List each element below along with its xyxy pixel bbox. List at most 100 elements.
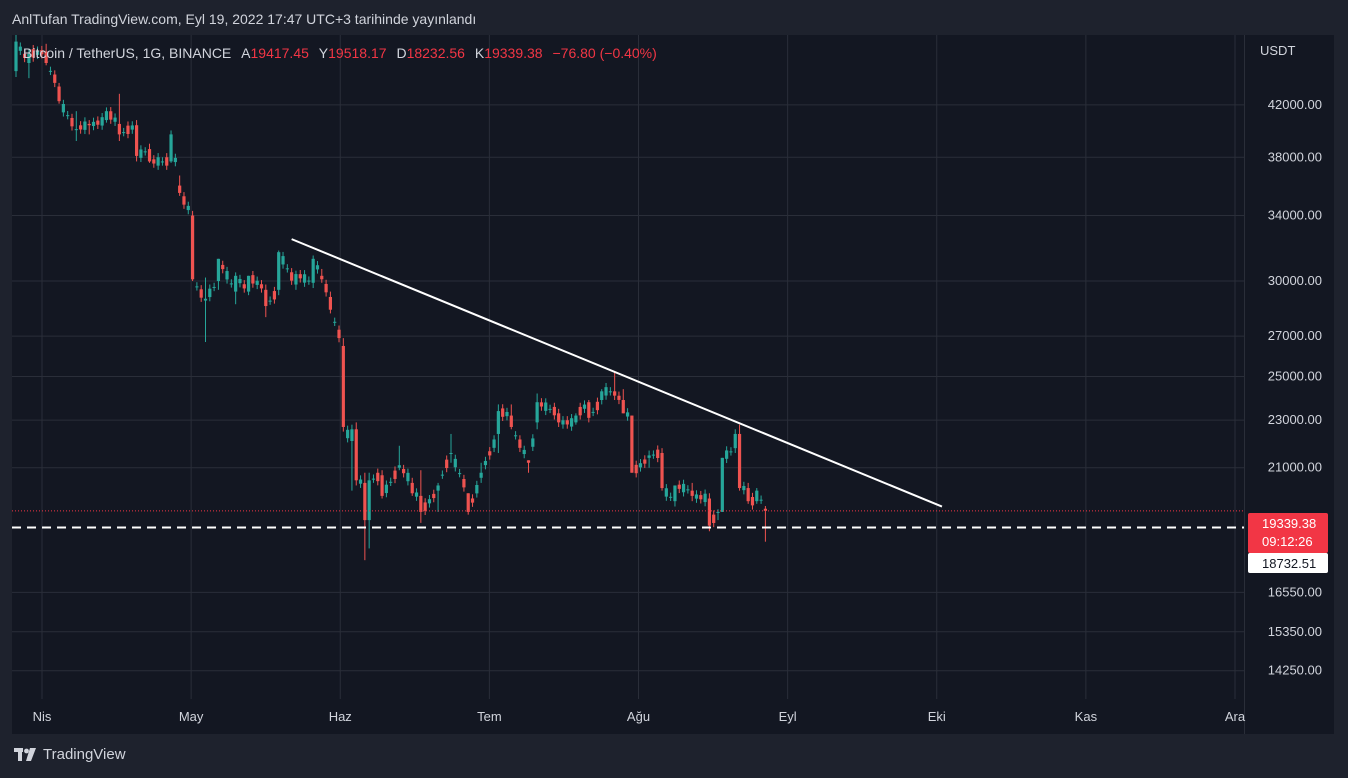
candle <box>565 416 569 429</box>
candle-body <box>604 387 608 396</box>
candle <box>643 455 647 468</box>
candle <box>113 113 117 126</box>
candle <box>522 445 526 459</box>
candle <box>169 130 173 163</box>
candle-body <box>371 478 376 480</box>
candle <box>104 107 109 123</box>
candle <box>604 382 608 400</box>
price-chart[interactable]: USDT 42000.00 38000.00 34000.00 30000.00 270… <box>12 35 1334 734</box>
x-axis-ticks: Nis May Haz Tem Ağu Eyl Eki Kas Ara <box>33 709 1246 724</box>
open-value: 19417.45 <box>250 45 309 61</box>
candle-body <box>70 117 74 127</box>
candle <box>389 477 393 487</box>
candle <box>337 325 341 343</box>
candle <box>535 393 539 430</box>
ohlc-legend[interactable]: Bitcoin / TetherUS, 1G, BINANCE A19417.4… <box>23 45 657 61</box>
countdown-timer: 09:12:26 <box>1262 534 1313 549</box>
candle <box>746 482 750 504</box>
candle <box>686 485 690 494</box>
candle <box>608 387 612 396</box>
candle <box>759 495 763 504</box>
y-tick-label: 21000.00 <box>1268 460 1322 475</box>
candle-body <box>122 132 126 134</box>
candle-body <box>591 411 595 413</box>
candle <box>264 284 268 318</box>
candle <box>470 494 475 507</box>
candle-body <box>221 264 225 270</box>
candle <box>66 110 70 120</box>
candle-body <box>281 256 285 265</box>
candle <box>165 153 169 170</box>
x-tick-label: Kas <box>1075 709 1098 724</box>
candle-body <box>625 412 630 417</box>
candle <box>397 445 401 471</box>
candle-body <box>126 125 130 135</box>
candle <box>333 317 337 326</box>
candle-body <box>716 511 720 513</box>
candle <box>307 276 311 285</box>
candle-body <box>432 493 436 499</box>
tradingview-brand[interactable]: TradingView <box>14 746 126 763</box>
brand-name: TradingView <box>43 746 126 763</box>
candle-body <box>699 495 703 500</box>
candle-body <box>453 458 457 468</box>
candle-body <box>53 74 57 83</box>
candle <box>591 407 595 417</box>
candle <box>57 82 61 104</box>
candle <box>574 413 578 425</box>
candle <box>694 490 699 503</box>
candle <box>449 433 453 463</box>
candle-body <box>557 413 561 423</box>
candle-body <box>565 420 569 425</box>
candle <box>147 143 152 163</box>
candle <box>126 121 130 139</box>
candle <box>281 251 285 269</box>
candle-body <box>595 401 600 411</box>
candle-body <box>18 46 22 51</box>
candle-body <box>367 480 371 521</box>
symbol-title[interactable]: Bitcoin / TetherUS, 1G, BINANCE <box>23 45 232 61</box>
candle <box>156 153 160 170</box>
candle-body <box>677 484 681 489</box>
candle <box>673 485 677 507</box>
candle-body <box>190 215 195 280</box>
candle-body <box>389 481 393 483</box>
candle-body <box>630 415 634 473</box>
candle <box>139 145 143 163</box>
candle-body <box>462 479 466 488</box>
candle-body <box>755 490 759 502</box>
candle <box>380 470 384 499</box>
candle <box>285 264 289 273</box>
candle <box>621 389 625 414</box>
candle-body <box>681 483 686 493</box>
candle <box>617 391 621 405</box>
candle <box>173 153 177 167</box>
candle-body <box>742 485 746 491</box>
candle-body <box>74 129 78 131</box>
y-tick-label: 25000.00 <box>1268 368 1322 383</box>
candle-body <box>324 283 328 293</box>
candle <box>423 498 427 516</box>
candle-body <box>35 50 40 55</box>
candle-body <box>673 485 677 502</box>
candle <box>130 121 134 134</box>
candle <box>664 484 668 501</box>
candle <box>557 408 561 427</box>
candle <box>246 275 251 296</box>
candle <box>195 282 199 291</box>
candle <box>109 107 113 124</box>
candle <box>505 407 509 421</box>
candle <box>483 456 488 470</box>
candle-body <box>720 457 724 512</box>
trendline <box>291 238 943 508</box>
candle <box>35 46 40 60</box>
candle-body <box>638 463 643 468</box>
candle-body <box>763 508 767 511</box>
candle-body <box>643 459 647 464</box>
chart-panel[interactable]: USDT 42000.00 38000.00 34000.00 30000.00 270… <box>12 35 1334 734</box>
y-tick-label: 14250.00 <box>1268 663 1322 678</box>
x-tick-label: Haz <box>329 709 352 724</box>
candle-body <box>178 185 182 193</box>
candle-body <box>501 408 505 417</box>
publication-header: AnlTufan TradingView.com, Eyl 19, 2022 1… <box>12 11 477 27</box>
